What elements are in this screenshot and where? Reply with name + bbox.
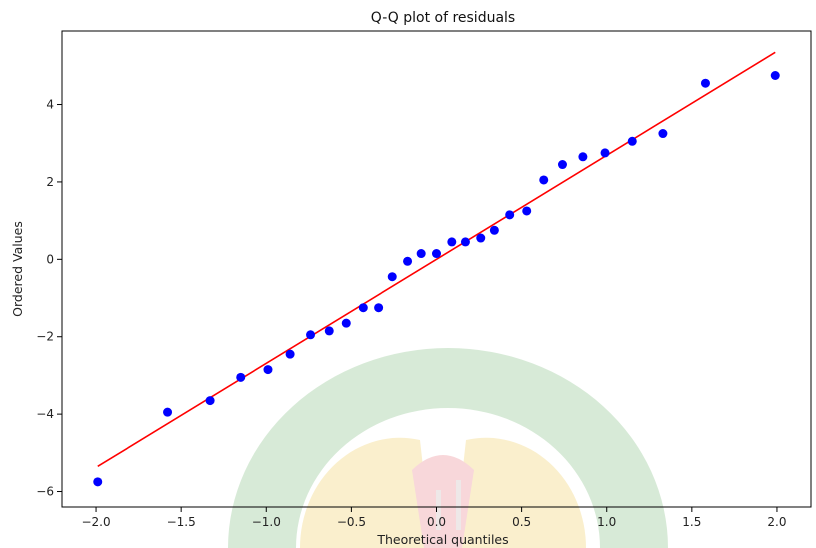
x-axis: −2.0 −1.5 −1.0 −0.5 0.0 0.5 1.0 1.5 2.0	[81, 507, 787, 529]
data-point	[505, 210, 515, 220]
x-tick-label: 0.5	[512, 515, 531, 529]
y-tick-label: −6	[36, 485, 54, 499]
chart-title: Q-Q plot of residuals	[371, 10, 515, 26]
data-point	[658, 129, 668, 139]
y-axis: −6 −4 −2 0 2 4	[36, 98, 62, 499]
x-tick-label: 0.0	[427, 515, 446, 529]
x-tick-label: −1.0	[252, 515, 281, 529]
plot-area	[61, 30, 812, 508]
data-point	[522, 206, 532, 216]
data-point	[447, 237, 457, 247]
data-point	[416, 249, 426, 259]
data-point	[627, 136, 637, 146]
y-tick-label: −4	[36, 407, 54, 421]
x-tick-label: −2.0	[81, 515, 110, 529]
data-point	[358, 303, 368, 313]
x-tick-label: −0.5	[337, 515, 366, 529]
x-tick-label: 1.5	[682, 515, 701, 529]
y-tick-label: 4	[46, 98, 54, 112]
x-tick-label: 2.0	[767, 515, 786, 529]
data-point	[770, 71, 780, 81]
x-axis-title: Theoretical quantiles	[376, 532, 508, 547]
data-points	[93, 71, 780, 487]
data-point	[700, 78, 710, 88]
data-point	[460, 237, 470, 247]
data-point	[285, 349, 295, 359]
y-tick-label: 2	[46, 175, 54, 189]
watermark-emblem	[228, 348, 668, 548]
data-point	[476, 233, 486, 243]
x-tick-label: 1.0	[597, 515, 616, 529]
data-point	[236, 372, 246, 382]
data-point	[557, 160, 567, 170]
data-point	[600, 148, 610, 158]
data-point	[387, 272, 397, 282]
x-tick-label: −1.5	[167, 515, 196, 529]
y-tick-label: 0	[46, 252, 54, 266]
data-point	[403, 256, 413, 266]
y-axis-title: Ordered Values	[10, 221, 25, 317]
data-point	[306, 330, 316, 340]
y-tick-label: −2	[36, 330, 54, 344]
data-point	[324, 326, 334, 336]
data-point	[374, 303, 384, 313]
data-point	[205, 396, 215, 406]
data-point	[432, 249, 441, 259]
data-point	[93, 477, 103, 487]
data-point	[163, 407, 173, 417]
data-point	[341, 318, 351, 328]
data-point	[578, 152, 588, 162]
data-point	[539, 175, 549, 185]
data-point	[263, 365, 273, 375]
data-point	[489, 225, 499, 235]
